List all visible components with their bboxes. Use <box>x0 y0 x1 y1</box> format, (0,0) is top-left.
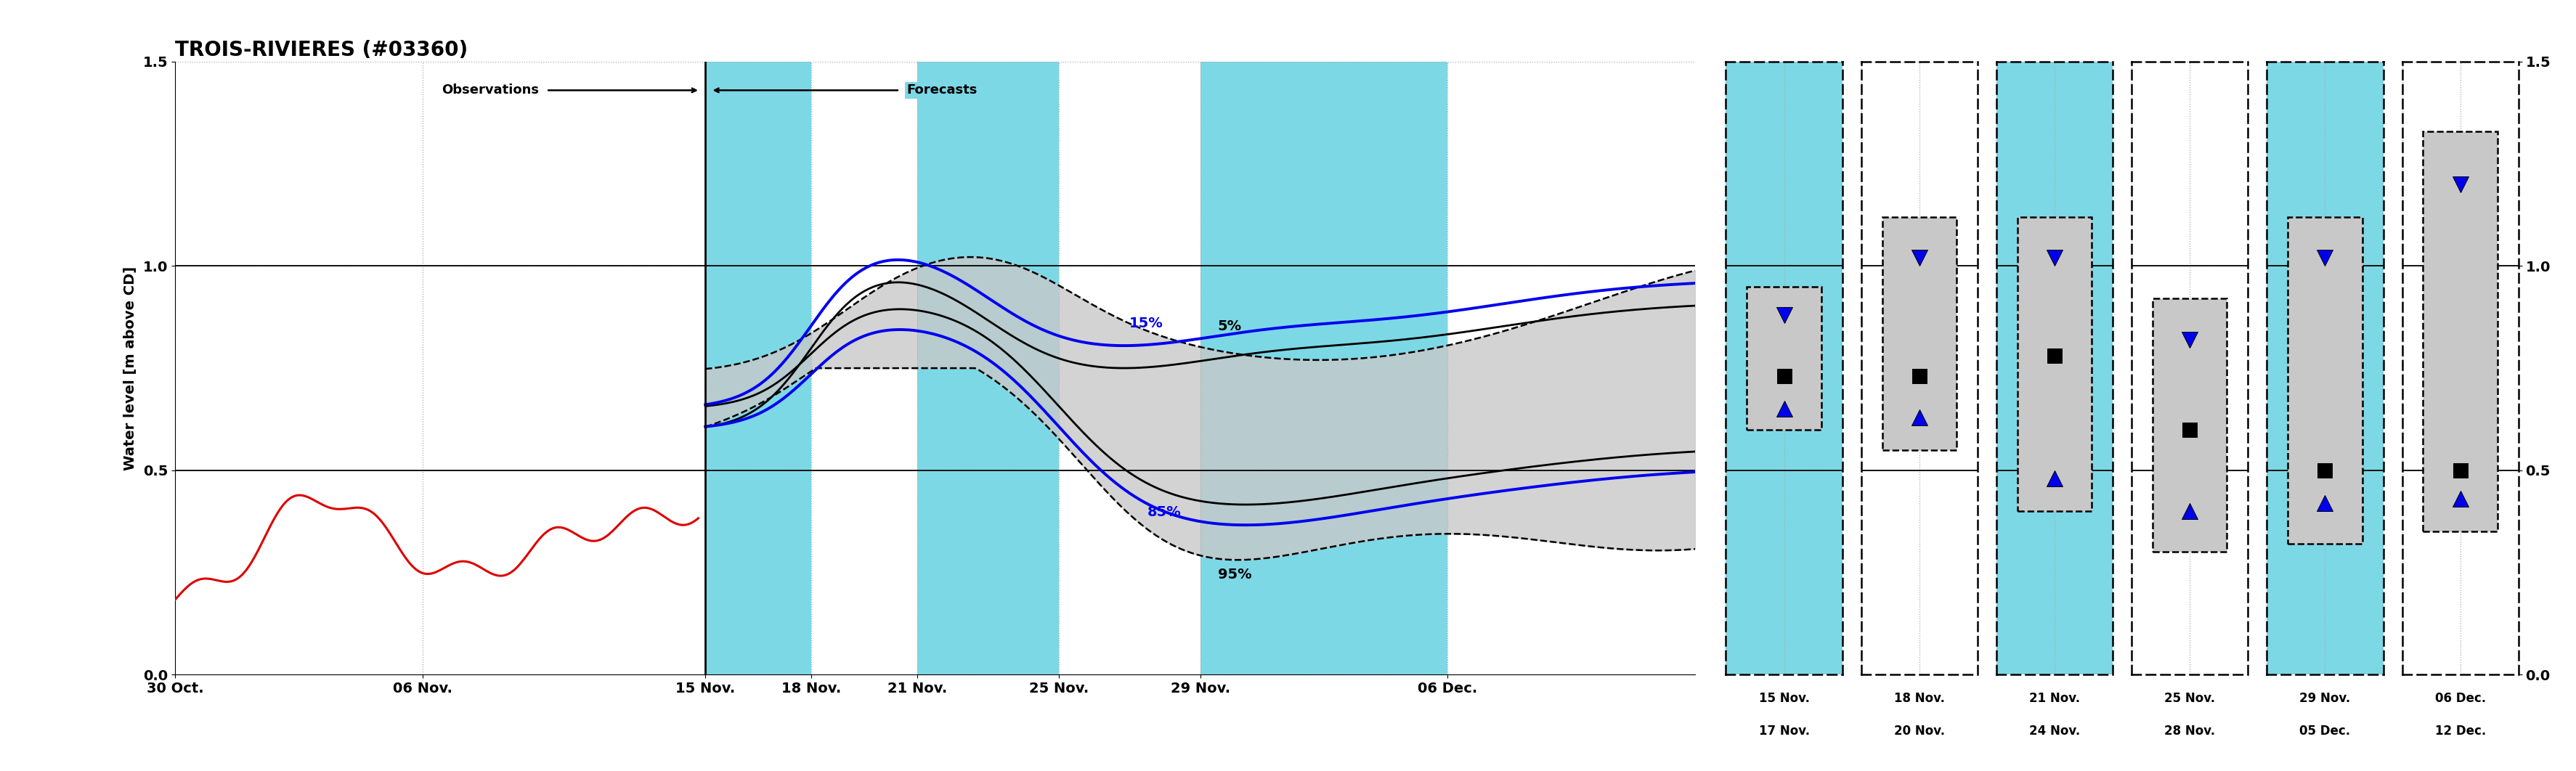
Text: 28 Nov.: 28 Nov. <box>2164 725 2215 738</box>
Text: 21 Nov.: 21 Nov. <box>2030 692 2079 705</box>
Text: 25 Nov.: 25 Nov. <box>2164 692 2215 705</box>
Text: 12 Dec.: 12 Dec. <box>2434 725 2486 738</box>
Y-axis label: Water level [m above CD]: Water level [m above CD] <box>124 266 137 470</box>
Text: TROIS-RIVIERES (#03360): TROIS-RIVIERES (#03360) <box>175 39 469 60</box>
Text: 95%: 95% <box>1218 567 1252 581</box>
Text: 15%: 15% <box>1128 317 1164 330</box>
Bar <box>706 62 811 675</box>
Text: 05 Dec.: 05 Dec. <box>2300 725 2349 738</box>
FancyBboxPatch shape <box>1883 217 1958 449</box>
Text: Forecasts: Forecasts <box>907 84 976 97</box>
FancyBboxPatch shape <box>2154 298 2228 552</box>
Text: 29 Nov.: 29 Nov. <box>2300 692 2349 705</box>
Text: 24 Nov.: 24 Nov. <box>2030 725 2079 738</box>
FancyBboxPatch shape <box>2424 131 2499 532</box>
FancyBboxPatch shape <box>2287 217 2362 544</box>
FancyBboxPatch shape <box>2017 217 2092 511</box>
Text: 17 Nov.: 17 Nov. <box>1759 725 1808 738</box>
Text: 15 Nov.: 15 Nov. <box>1759 692 1808 705</box>
Text: Observations: Observations <box>443 84 538 97</box>
Text: 85%: 85% <box>1146 506 1182 520</box>
Bar <box>1200 62 1448 675</box>
FancyBboxPatch shape <box>1747 287 1821 429</box>
Text: 18 Nov.: 18 Nov. <box>1893 692 1945 705</box>
Text: 20 Nov.: 20 Nov. <box>1893 725 1945 738</box>
Text: 5%: 5% <box>1218 319 1242 333</box>
Text: 06 Dec.: 06 Dec. <box>2434 692 2486 705</box>
Bar <box>917 62 1059 675</box>
